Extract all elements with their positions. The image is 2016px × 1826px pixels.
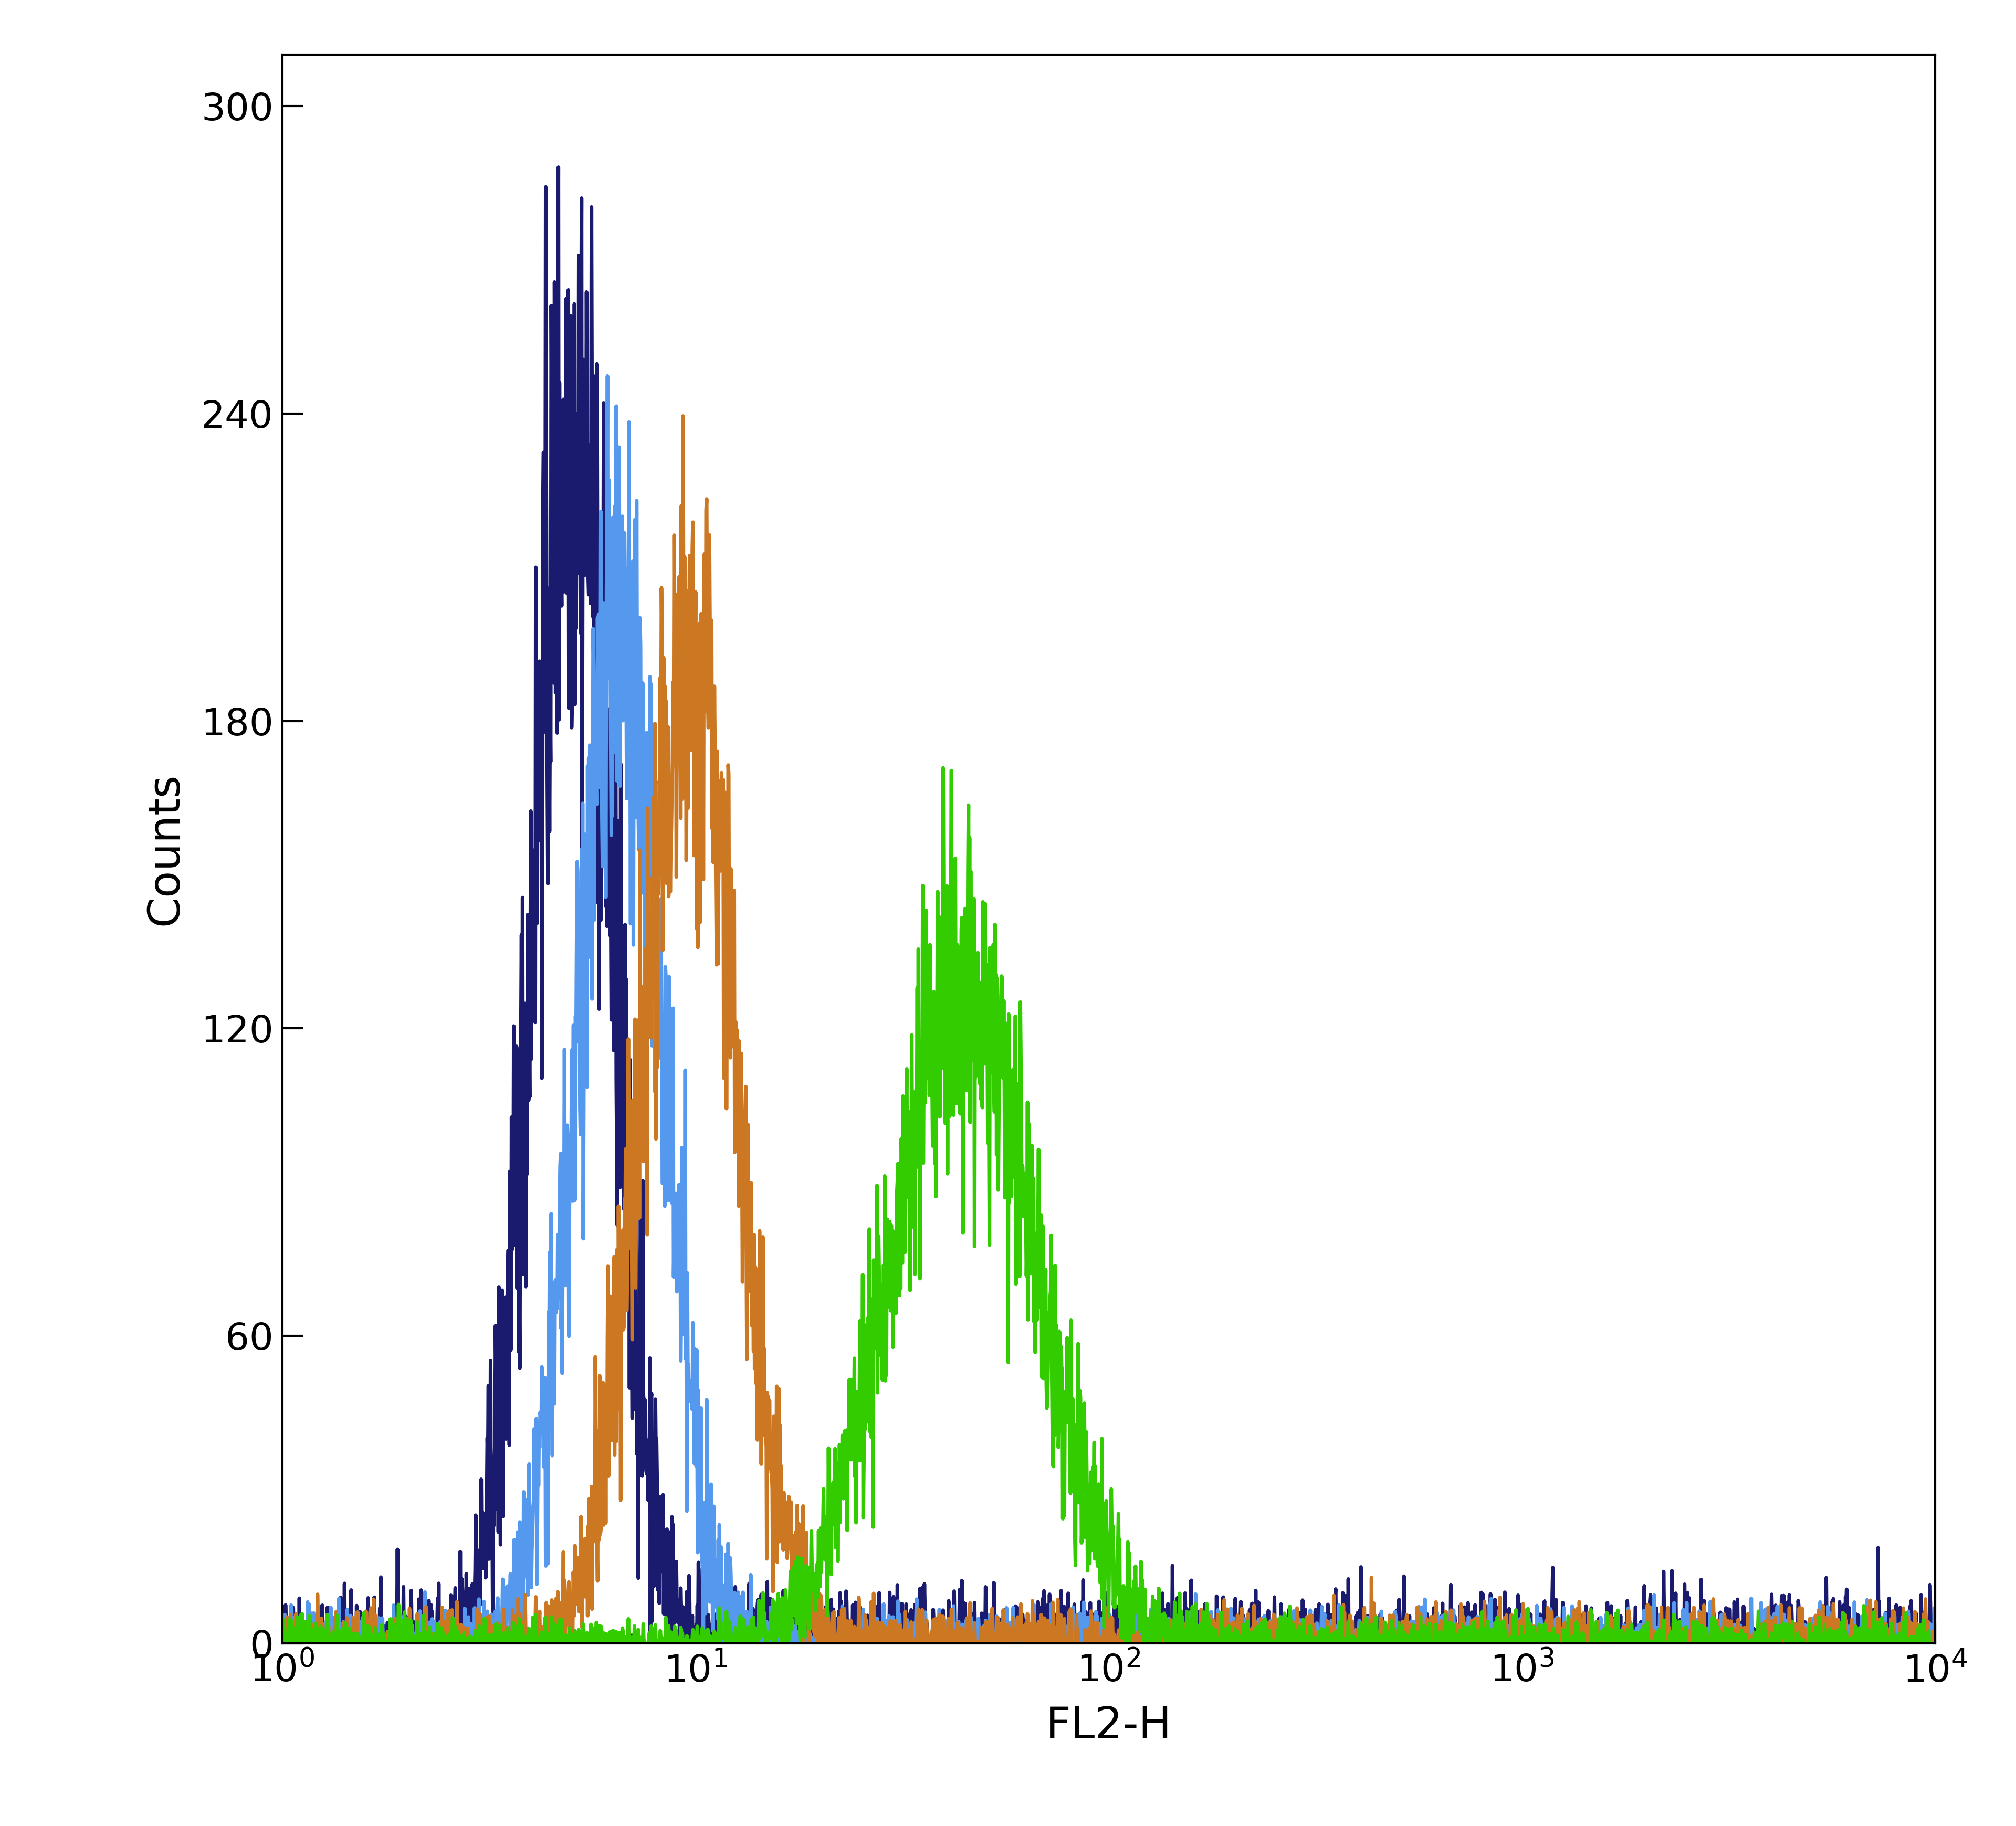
Y-axis label: Counts: Counts <box>143 772 187 926</box>
X-axis label: FL2-H: FL2-H <box>1046 1705 1171 1747</box>
